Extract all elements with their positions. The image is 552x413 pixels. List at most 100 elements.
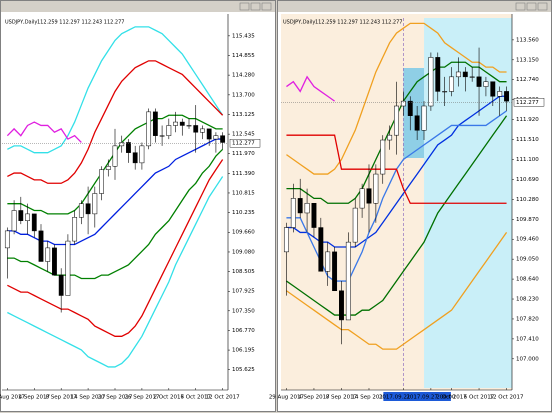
- candle-body: [99, 169, 104, 194]
- y-tick-label: 107.925: [232, 289, 255, 295]
- candle-body: [380, 139, 386, 175]
- maximize-button[interactable]: [526, 2, 537, 11]
- y-tick-label: 113.150: [516, 57, 539, 63]
- minimize-button[interactable]: [239, 2, 250, 11]
- candle-body: [462, 71, 468, 78]
- y-tick-label: 113.560: [516, 37, 539, 43]
- ohlc-header: 112.259 112.297 112.243 112.277: [315, 20, 402, 26]
- indicator-line: [286, 134, 507, 204]
- indicator-line: [7, 60, 224, 184]
- candle-body: [359, 188, 365, 209]
- candle-body: [72, 217, 78, 242]
- chart-layer: USDJPY,Daily 112.259 112.297 112.243 112.…: [0, 20, 545, 401]
- y-tick-label: 111.970: [232, 151, 255, 157]
- candle-body: [45, 247, 51, 262]
- candle-body: [311, 202, 317, 228]
- x-tick-label: 4 Sep 2017: [19, 395, 51, 401]
- candle-body: [206, 128, 212, 140]
- indicator-line: [7, 26, 224, 154]
- y-tick-label: 110.815: [232, 190, 255, 196]
- candle-body: [414, 115, 420, 131]
- y-tick-label: 111.390: [232, 171, 255, 177]
- y-tick-label: 111.920: [516, 117, 539, 123]
- y-tick-label: 115.435: [232, 33, 255, 39]
- close-button[interactable]: [537, 2, 548, 11]
- chart-title: USDJPY,Daily: [5, 20, 37, 26]
- candle-body: [387, 134, 393, 141]
- candle-body: [200, 128, 205, 133]
- candle-body: [400, 100, 406, 107]
- candle-body: [31, 213, 37, 232]
- indicator-line: [7, 176, 224, 368]
- candle-body: [332, 251, 338, 292]
- right-title-bar: [278, 1, 551, 12]
- candle-body: [407, 100, 413, 116]
- left-title-bar: [1, 1, 275, 12]
- candle-body: [173, 121, 178, 126]
- x-tick-label: 12 Oct 2017: [490, 395, 525, 401]
- x-tick-label: 14 Sep 2017: [352, 395, 387, 401]
- candle-body: [483, 81, 489, 87]
- candle-body: [78, 203, 84, 218]
- candle-body: [92, 193, 98, 215]
- candle-body: [38, 230, 44, 262]
- candle-body: [18, 210, 24, 221]
- candle-body: [428, 57, 434, 107]
- selected-date-box: [410, 392, 451, 401]
- candle-body: [112, 145, 118, 167]
- candle-body: [159, 135, 165, 137]
- y-tick-label: 108.230: [516, 297, 539, 303]
- candle-body: [449, 76, 454, 92]
- candle-body: [179, 121, 185, 126]
- y-tick-label: 107.820: [516, 316, 539, 322]
- candle-body: [65, 240, 71, 296]
- y-tick-label: 109.870: [516, 217, 539, 223]
- y-tick-label: 108.640: [516, 277, 539, 283]
- y-tick-label: 109.460: [516, 237, 539, 243]
- y-tick-label: 112.740: [516, 77, 539, 83]
- indicator-line: [286, 115, 508, 316]
- y-tick-label: 110.280: [516, 197, 539, 203]
- indicator-line: [6, 121, 82, 143]
- candle-body: [220, 135, 226, 143]
- y-tick-label: 113.700: [232, 92, 255, 98]
- selection-shade: [403, 68, 425, 158]
- candle-body: [11, 210, 17, 232]
- y-tick-label: 109.050: [516, 257, 539, 263]
- x-tick-label: 2017.09.27 00:00: [406, 395, 456, 401]
- candle-body: [366, 188, 372, 204]
- y-tick-label: 110.690: [516, 177, 539, 183]
- y-tick-label: 107.350: [232, 308, 255, 314]
- candle-body: [490, 81, 496, 97]
- indicator-line: [7, 148, 224, 280]
- chart-title: USDJPY,Daily: [283, 20, 315, 26]
- x-tick-label: 29 Aug 2017: [0, 395, 25, 401]
- candle-body: [297, 198, 303, 214]
- y-tick-label: 111.100: [516, 157, 539, 163]
- candle-body: [421, 105, 427, 131]
- candle-body: [146, 111, 152, 147]
- candle-body: [394, 105, 399, 136]
- last-price-box: [513, 98, 545, 107]
- candle-body: [304, 202, 310, 214]
- maximize-button[interactable]: [250, 2, 261, 11]
- x-tick-label: 29 Aug 2017: [269, 395, 305, 401]
- minimize-button[interactable]: [515, 2, 526, 11]
- candle-body: [25, 213, 30, 221]
- candle-body: [504, 91, 510, 102]
- x-tick-label: 2 Oct 2017: [436, 395, 467, 401]
- indicator-line: [286, 232, 508, 350]
- x-tick-label: 6 Oct 2017: [464, 395, 495, 401]
- last-price-label: 112.277: [232, 141, 255, 147]
- y-tick-label: 105.625: [232, 367, 255, 373]
- candle-body: [442, 91, 448, 93]
- y-tick-label: 106.770: [232, 328, 255, 334]
- close-button[interactable]: [261, 2, 272, 11]
- indicator-line: [286, 22, 507, 175]
- candle-body: [132, 152, 138, 164]
- x-tick-label: 8 Sep 2017: [326, 395, 358, 401]
- candle-body: [4, 230, 10, 249]
- y-tick-label: 114.855: [232, 53, 255, 59]
- y-tick-label: 111.510: [516, 137, 539, 143]
